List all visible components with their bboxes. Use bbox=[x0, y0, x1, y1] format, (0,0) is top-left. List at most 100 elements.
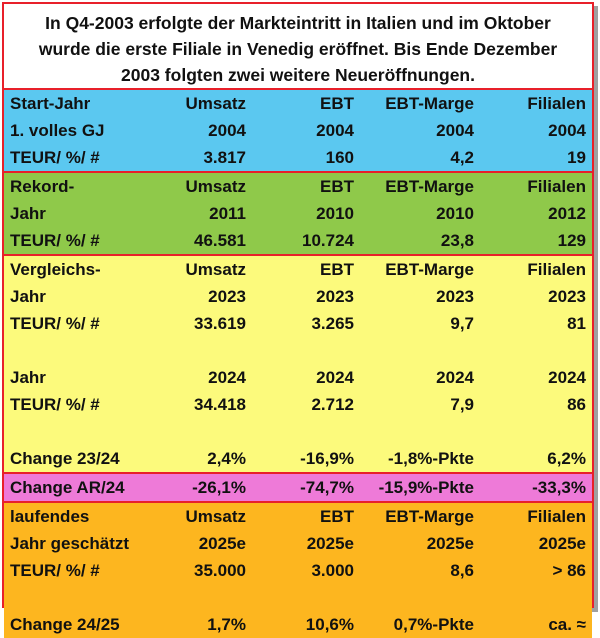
table-row: 1. volles GJ 2004 2004 2004 2004 bbox=[4, 117, 592, 144]
umsatz-cell: 34.418 bbox=[194, 395, 246, 414]
ebt-marge-cell: EBT-Marge bbox=[360, 254, 480, 283]
table-row: Jahr geschätzt 2025e 2025e 2025e 2025e bbox=[4, 530, 592, 557]
ebt-cell: 2024 bbox=[316, 368, 354, 387]
ebt-cell: 10,6% bbox=[305, 615, 354, 634]
filialen-cell: -33,3% bbox=[480, 472, 592, 502]
section-change-ar: Change AR/24 -26,1% -74,7% -15,9%-Pkte -… bbox=[4, 472, 592, 502]
table-row: Change 23/24 2,4% -16,9% -1,8%-Pkte 6,2% bbox=[4, 445, 592, 473]
filialen-cell: Filialen bbox=[480, 501, 592, 530]
intro-line: 2003 folgten zwei weitere Neueröffnungen… bbox=[121, 65, 475, 85]
umsatz-cell: 1,7% bbox=[207, 615, 246, 634]
spacer-row bbox=[4, 418, 592, 445]
umsatz-cell: Umsatz bbox=[162, 171, 252, 200]
filialen-cell: > 86 bbox=[552, 561, 586, 580]
spacer-row bbox=[4, 584, 592, 611]
filialen-cell: 2025e bbox=[538, 534, 586, 553]
umsatz-cell: 2024 bbox=[208, 368, 246, 387]
spacer-row bbox=[4, 337, 592, 364]
row-label: Jahr bbox=[10, 368, 46, 387]
ebt-marge-cell: -15,9%-Pkte bbox=[360, 472, 480, 502]
filialen-cell: 19 bbox=[567, 148, 586, 167]
ebt-marge-cell: 2010 bbox=[436, 204, 474, 223]
table-row: Jahr 2024 2024 2024 2024 bbox=[4, 364, 592, 391]
ebt-cell: 2010 bbox=[316, 204, 354, 223]
intro-text: In Q4-2003 erfolgte der Markteintritt in… bbox=[4, 4, 592, 90]
ebt-marge-cell: 9,7 bbox=[450, 314, 474, 333]
umsatz-cell: -26,1% bbox=[162, 472, 252, 502]
ebt-marge-cell: 23,8 bbox=[440, 231, 474, 250]
table-row: laufendes Umsatz EBT EBT-Marge Filialen bbox=[4, 501, 592, 530]
ebt-marge-cell: EBT-Marge bbox=[360, 171, 480, 200]
umsatz-cell: 3.817 bbox=[203, 148, 246, 167]
umsatz-cell: Umsatz bbox=[162, 254, 252, 283]
row-label: TEUR/ %/ # bbox=[10, 395, 100, 414]
ebt-cell: 160 bbox=[325, 148, 354, 167]
umsatz-cell: Umsatz bbox=[162, 501, 252, 530]
umsatz-cell: 35.000 bbox=[194, 561, 246, 580]
ebt-marge-cell: EBT-Marge bbox=[385, 94, 474, 113]
table-row: Jahr 2011 2010 2010 2012 bbox=[4, 200, 592, 227]
ebt-cell: 3.000 bbox=[311, 561, 354, 580]
table-row: Jahr 2023 2023 2023 2023 bbox=[4, 283, 592, 310]
ebt-marge-cell: 7,9 bbox=[450, 395, 474, 414]
section-laufend: laufendes Umsatz EBT EBT-Marge Filialen … bbox=[4, 501, 592, 638]
filialen-cell: 2024 bbox=[548, 368, 586, 387]
row-label: laufendes bbox=[4, 501, 162, 530]
ebt-marge-cell: EBT-Marge bbox=[360, 501, 480, 530]
ebt-cell: 2004 bbox=[316, 121, 354, 140]
table-row: TEUR/ %/ # 46.581 10.724 23,8 129 bbox=[4, 227, 592, 255]
umsatz-cell: Umsatz bbox=[185, 94, 246, 113]
ebt-cell: 2023 bbox=[316, 287, 354, 306]
ebt-marge-cell: 2023 bbox=[436, 287, 474, 306]
filialen-cell: 2004 bbox=[548, 121, 586, 140]
row-label: 1. volles GJ bbox=[10, 121, 105, 140]
filialen-cell: 129 bbox=[557, 231, 586, 250]
row-label: TEUR/ %/ # bbox=[10, 148, 100, 167]
ebt-cell: EBT bbox=[252, 254, 360, 283]
row-label: TEUR/ %/ # bbox=[10, 314, 100, 333]
row-label: Jahr bbox=[10, 287, 46, 306]
table-row: Vergleichs- Umsatz EBT EBT-Marge Filiale… bbox=[4, 254, 592, 283]
filialen-cell: 86 bbox=[567, 395, 586, 414]
ebt-cell: EBT bbox=[252, 501, 360, 530]
table-row: TEUR/ %/ # 3.817 160 4,2 19 bbox=[4, 144, 592, 172]
umsatz-cell: 46.581 bbox=[194, 231, 246, 250]
table-row: TEUR/ %/ # 35.000 3.000 8,6 > 86 bbox=[4, 557, 592, 584]
ebt-cell: EBT bbox=[320, 94, 354, 113]
table-row: Rekord- Umsatz EBT EBT-Marge Filialen bbox=[4, 171, 592, 200]
table-row: Change AR/24 -26,1% -74,7% -15,9%-Pkte -… bbox=[4, 472, 592, 502]
ebt-cell: 2.712 bbox=[311, 395, 354, 414]
filialen-cell: Filialen bbox=[480, 171, 592, 200]
intro-line: wurde die erste Filiale in Venedig eröff… bbox=[38, 39, 558, 59]
ebt-marge-cell: 0,7%-Pkte bbox=[393, 615, 474, 634]
table-row: TEUR/ %/ # 34.418 2.712 7,9 86 bbox=[4, 391, 592, 418]
filialen-cell: ca. ≈ bbox=[548, 615, 586, 634]
ebt-marge-cell: 8,6 bbox=[450, 561, 474, 580]
ebt-cell: 3.265 bbox=[311, 314, 354, 333]
kennzahlen-table: Start-Jahr Umsatz EBT EBT-Marge Filialen… bbox=[4, 90, 592, 638]
umsatz-cell: 2004 bbox=[208, 121, 246, 140]
row-label: Change AR/24 bbox=[4, 472, 162, 502]
table-row: Start-Jahr Umsatz EBT EBT-Marge Filialen bbox=[4, 90, 592, 117]
row-label: Start-Jahr bbox=[10, 94, 91, 113]
filialen-cell: 81 bbox=[567, 314, 586, 333]
row-label: Change 23/24 bbox=[10, 449, 120, 468]
ebt-marge-cell: 2024 bbox=[436, 368, 474, 387]
ebt-marge-cell: 4,2 bbox=[450, 148, 474, 167]
filialen-cell: Filialen bbox=[527, 94, 586, 113]
filialen-cell: 2023 bbox=[548, 287, 586, 306]
filialen-cell: Filialen bbox=[480, 254, 592, 283]
filialen-cell: 2012 bbox=[548, 204, 586, 223]
section-start: Start-Jahr Umsatz EBT EBT-Marge Filialen… bbox=[4, 90, 592, 172]
row-label: Jahr bbox=[10, 204, 46, 223]
row-label: TEUR/ %/ # bbox=[10, 231, 100, 250]
ebt-cell: -74,7% bbox=[252, 472, 360, 502]
ebt-marge-cell: 2025e bbox=[426, 534, 474, 553]
umsatz-cell: 2,4% bbox=[207, 449, 246, 468]
ebt-cell: 10.724 bbox=[302, 231, 354, 250]
ebt-cell: EBT bbox=[252, 171, 360, 200]
row-label: Jahr geschätzt bbox=[10, 534, 130, 553]
umsatz-cell: 2011 bbox=[209, 204, 246, 223]
row-label: TEUR/ %/ # bbox=[10, 561, 100, 580]
